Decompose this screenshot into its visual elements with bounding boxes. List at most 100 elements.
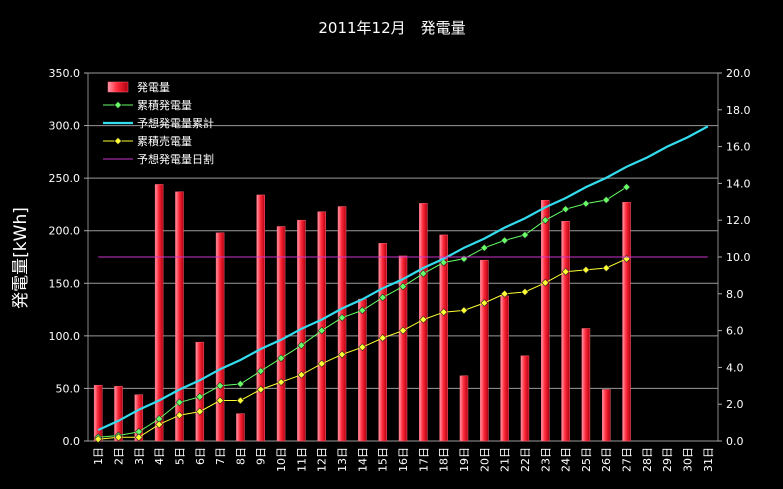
x-tick-label: 4日: [153, 447, 166, 465]
data-point: [216, 381, 225, 390]
x-tick-label: 5日: [173, 447, 186, 465]
bar: [236, 413, 245, 442]
y-tick-label: 50.0: [56, 382, 81, 395]
legend-label: 予想発電量累計: [137, 116, 214, 130]
legend-marker: [114, 137, 122, 145]
bar: [337, 206, 347, 442]
bar: [601, 389, 611, 442]
data-point: [541, 278, 550, 287]
x-tick-label: 10日: [275, 447, 288, 472]
x-tick-label: 3日: [133, 447, 146, 465]
data-point: [236, 380, 245, 388]
bar: [561, 221, 570, 442]
data-point: [439, 258, 448, 267]
data-point: [195, 407, 204, 416]
data-point: [602, 196, 611, 204]
bar: [378, 243, 387, 442]
y-axis-label: 発電量[kWh]: [11, 207, 31, 309]
legend-label: 累積発電量: [137, 98, 192, 112]
y-tick-label: 250.0: [49, 172, 81, 185]
x-tick-label: 29日: [661, 447, 674, 472]
x-tick-label: 7日: [214, 447, 227, 465]
legend-swatch: [107, 81, 129, 93]
x-tick-label: 12日: [316, 447, 329, 472]
x-tick-label: 1日: [92, 447, 105, 465]
data-point: [338, 350, 346, 359]
x-tick-label: 26日: [600, 447, 613, 472]
bar: [358, 298, 367, 442]
data-point: [175, 411, 184, 420]
data-point: [581, 265, 590, 274]
data-point: [358, 306, 367, 315]
legend-label: 予想発電量日割: [137, 152, 214, 166]
data-point: [399, 282, 407, 291]
x-tick-label: 8日: [234, 447, 247, 465]
data-point: [541, 216, 550, 225]
grid-lines: [88, 72, 718, 442]
legend-label: 発電量: [137, 80, 170, 94]
bar: [195, 341, 205, 442]
data-point: [561, 205, 570, 214]
data-point: [480, 243, 489, 252]
data-point: [134, 433, 143, 442]
y-axis-ticks: 0.0 50.0 100.0 150.0 200.0 250.0 300.0 350.0: [49, 67, 88, 448]
y-tick-label: 350.0: [49, 67, 81, 80]
y-tick-label: 100.0: [49, 330, 81, 343]
x-tick-label: 27日: [621, 447, 634, 472]
y2-tick-label: 8.0: [726, 288, 744, 301]
data-point: [236, 396, 245, 405]
bar: [215, 232, 225, 442]
y2-tick-label: 18.0: [726, 104, 751, 117]
bar: [317, 211, 326, 442]
y2-tick-label: 14.0: [726, 177, 751, 190]
x-tick-label: 19日: [458, 447, 471, 472]
y2-tick-label: 12.0: [726, 214, 751, 227]
y2-tick-label: 16.0: [726, 141, 751, 154]
x-tick-label: 23日: [539, 447, 552, 472]
legend-marker: [114, 101, 122, 109]
x-tick-label: 31日: [702, 447, 715, 472]
y2-axis-ticks: 0.0 2.0 4.0 6.0 8.0 10.0 12.0 14.0 16.0 18.0 20.0: [718, 67, 751, 448]
x-tick-label: 30日: [682, 447, 695, 472]
x-tick-label: 22日: [519, 447, 532, 472]
data-point: [277, 378, 285, 387]
x-tick-label: 18日: [438, 447, 451, 472]
data-point: [297, 341, 306, 350]
data-point: [521, 288, 529, 296]
x-tick-label: 21日: [499, 447, 512, 472]
data-point: [358, 343, 367, 352]
bar: [500, 295, 509, 442]
bar: [93, 385, 103, 442]
bar: [581, 328, 591, 442]
data-point: [622, 183, 631, 192]
bar: [622, 202, 631, 442]
x-tick-label: 13日: [336, 447, 349, 472]
data-point: [378, 334, 387, 342]
data-point: [378, 293, 387, 302]
data-point: [256, 385, 265, 394]
data-point: [602, 264, 611, 272]
x-tick-label: 14日: [356, 447, 369, 472]
data-point: [419, 269, 428, 278]
bar: [256, 194, 265, 442]
y2-tick-label: 0.0: [726, 435, 744, 448]
data-point: [338, 313, 346, 322]
data-point: [175, 398, 184, 407]
y2-tick-label: 2.0: [726, 398, 744, 411]
series-line: [97, 125, 709, 432]
data-point: [155, 420, 164, 429]
bar: [459, 375, 469, 442]
line-series: [94, 125, 709, 444]
chart-title: 2011年12月 発電量: [318, 19, 465, 37]
y-tick-label: 150.0: [49, 277, 81, 290]
data-point: [216, 396, 225, 405]
x-tick-label: 16日: [397, 447, 410, 472]
y2-tick-label: 4.0: [726, 361, 744, 374]
x-tick-label: 6日: [194, 447, 207, 465]
data-point: [561, 267, 570, 276]
data-point: [500, 289, 509, 298]
data-point: [277, 354, 285, 363]
bar: [439, 234, 448, 442]
x-tick-label: 17日: [417, 447, 430, 472]
data-point: [460, 306, 468, 315]
